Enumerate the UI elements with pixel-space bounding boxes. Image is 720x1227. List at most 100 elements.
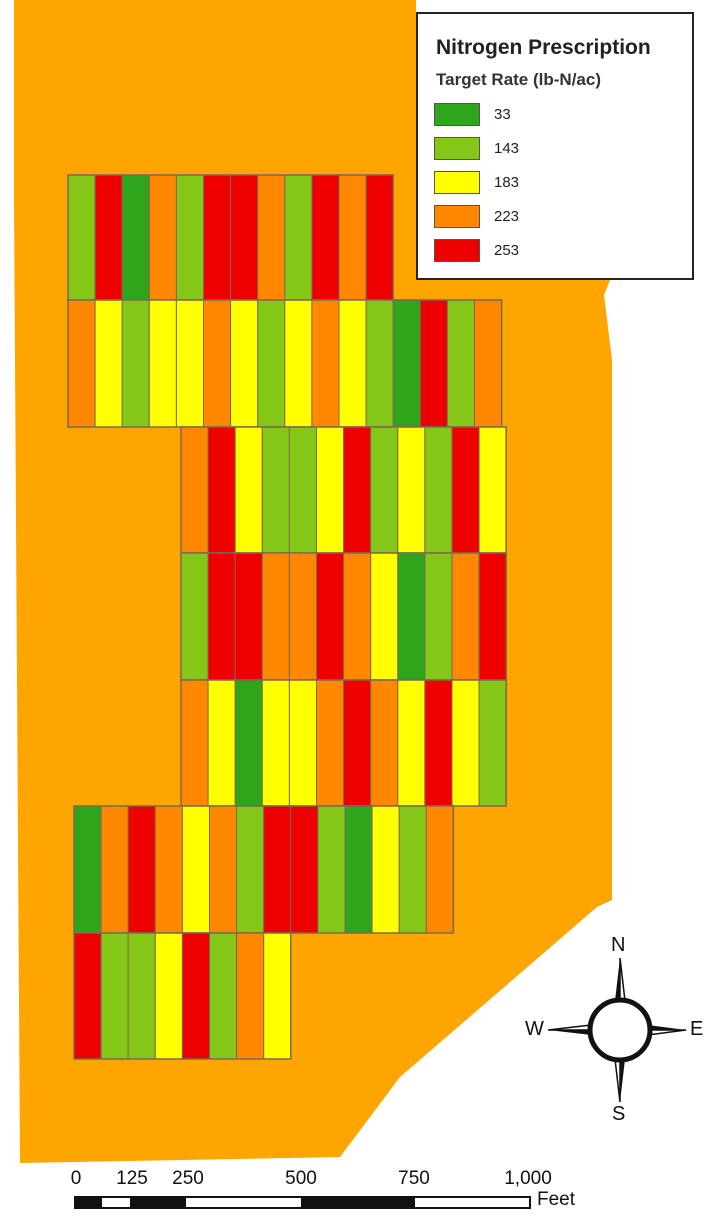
rate-zone-cell [451,552,480,681]
rate-zone-cell [73,805,102,934]
rate-zone-cell [154,805,183,934]
north-arrow: N S W E [520,930,720,1130]
rate-zone-cell [284,299,313,428]
rate-zone-cell [100,932,129,1060]
compass-east: E [690,1018,704,1040]
rate-zone-cell [397,552,426,681]
legend-item: 223 [434,202,634,236]
rate-zone-cell [311,174,340,301]
rate-zone-cell [317,805,346,934]
rate-zone-cell [207,679,236,807]
rate-zone-cell [203,299,232,428]
rate-zone-cell [425,805,454,934]
rate-zone-cell [424,426,453,554]
rate-zone-cell [175,174,204,301]
compass-south: S [612,1103,626,1125]
rate-zone-cell [230,174,259,301]
rate-zone-cell [209,805,238,934]
rate-zone-cell [181,805,210,934]
rate-zone-cell [398,805,427,934]
rate-zone-cell [148,174,177,301]
legend-item: 143 [434,134,634,168]
rate-zone-cell [180,426,209,554]
rate-zone-cell [121,174,150,301]
scale-tick-label: 500 [285,1168,317,1189]
rate-zone-cell [209,932,238,1060]
rate-zone-cell [343,679,372,807]
scale-units: Feet [537,1189,576,1210]
rate-zone-cell [451,426,480,554]
rate-zone-cell [203,174,232,301]
scale-tick-label: 0 [70,1168,82,1189]
rate-zone-cell [234,426,263,554]
rate-zone-cell [478,552,507,681]
legend-item: 253 [434,236,634,270]
rate-zone-cell [288,426,317,554]
compass-rose-icon [547,957,687,1103]
rate-zone-cell [343,552,372,681]
rate-zone-cell [311,299,340,428]
rate-zone-cell [127,805,156,934]
rate-zone-cell [261,426,290,554]
legend-item: 183 [434,168,634,202]
rate-zone-cell [154,932,183,1060]
rate-zone-cell [474,299,503,428]
rate-zone-cell [371,805,400,934]
rate-zone-cell [316,679,345,807]
rate-zone-cell [365,299,394,428]
rate-zone-cell [175,299,204,428]
rate-zone-cell [316,552,345,681]
rate-zone-cell [392,299,421,428]
rate-zone-cell [343,426,372,554]
scale-bar: 0 125 250 500 750 1,000 Feet [62,1162,582,1222]
rate-zone-cell [73,932,102,1060]
rate-zone-cell [94,299,123,428]
rate-zone-cell [344,805,373,934]
rate-zone-cell [67,174,96,301]
legend-swatch [434,137,480,160]
legend-swatch [434,103,480,126]
scale-tick-label: 750 [398,1168,430,1189]
rate-zones [67,174,507,1060]
legend-label: 183 [494,174,520,191]
scale-tick-label: 250 [172,1168,204,1189]
scale-tick-label: 1,000 [504,1168,552,1189]
rate-zone-cell [419,299,448,428]
compass-north: N [611,934,626,956]
rate-zone-cell [478,679,507,807]
rate-zone-cell [316,426,345,554]
rate-zone-cell [261,552,290,681]
rate-zone-cell [478,426,507,554]
legend-label: 253 [494,242,520,259]
rate-zone-cell [207,426,236,554]
legend-subtitle: Target Rate (lb-N/ac) [436,70,601,89]
legend-swatch [434,205,480,228]
rate-zone-cell [284,174,313,301]
rate-zone-cell [100,805,129,934]
rate-zone-cell [127,932,156,1060]
rate-zone-cell [94,174,123,301]
rate-zone-cell [181,932,210,1060]
rate-zone-cell [290,805,319,934]
rate-zone-cell [263,805,292,934]
legend-item: 33 [434,100,634,134]
rate-zone-cell [234,679,263,807]
rate-zone-cell [451,679,480,807]
legend-label: 143 [494,140,520,157]
legend-title: Nitrogen Prescription [436,36,651,59]
rate-zone-cell [370,679,399,807]
rate-zone-cell [207,552,236,681]
rate-zone-cell [365,174,394,301]
rate-zone-cell [236,932,265,1060]
rate-zone-cell [288,679,317,807]
rate-zone-cell [397,679,426,807]
rate-zone-cell [370,426,399,554]
rate-zone-cell [288,552,317,681]
rate-zone-cell [338,299,367,428]
rate-zone-cell [121,299,150,428]
rate-zone-cell [424,552,453,681]
scale-tick-label: 125 [116,1168,148,1189]
compass-west: W [525,1018,544,1040]
rate-zone-cell [148,299,177,428]
